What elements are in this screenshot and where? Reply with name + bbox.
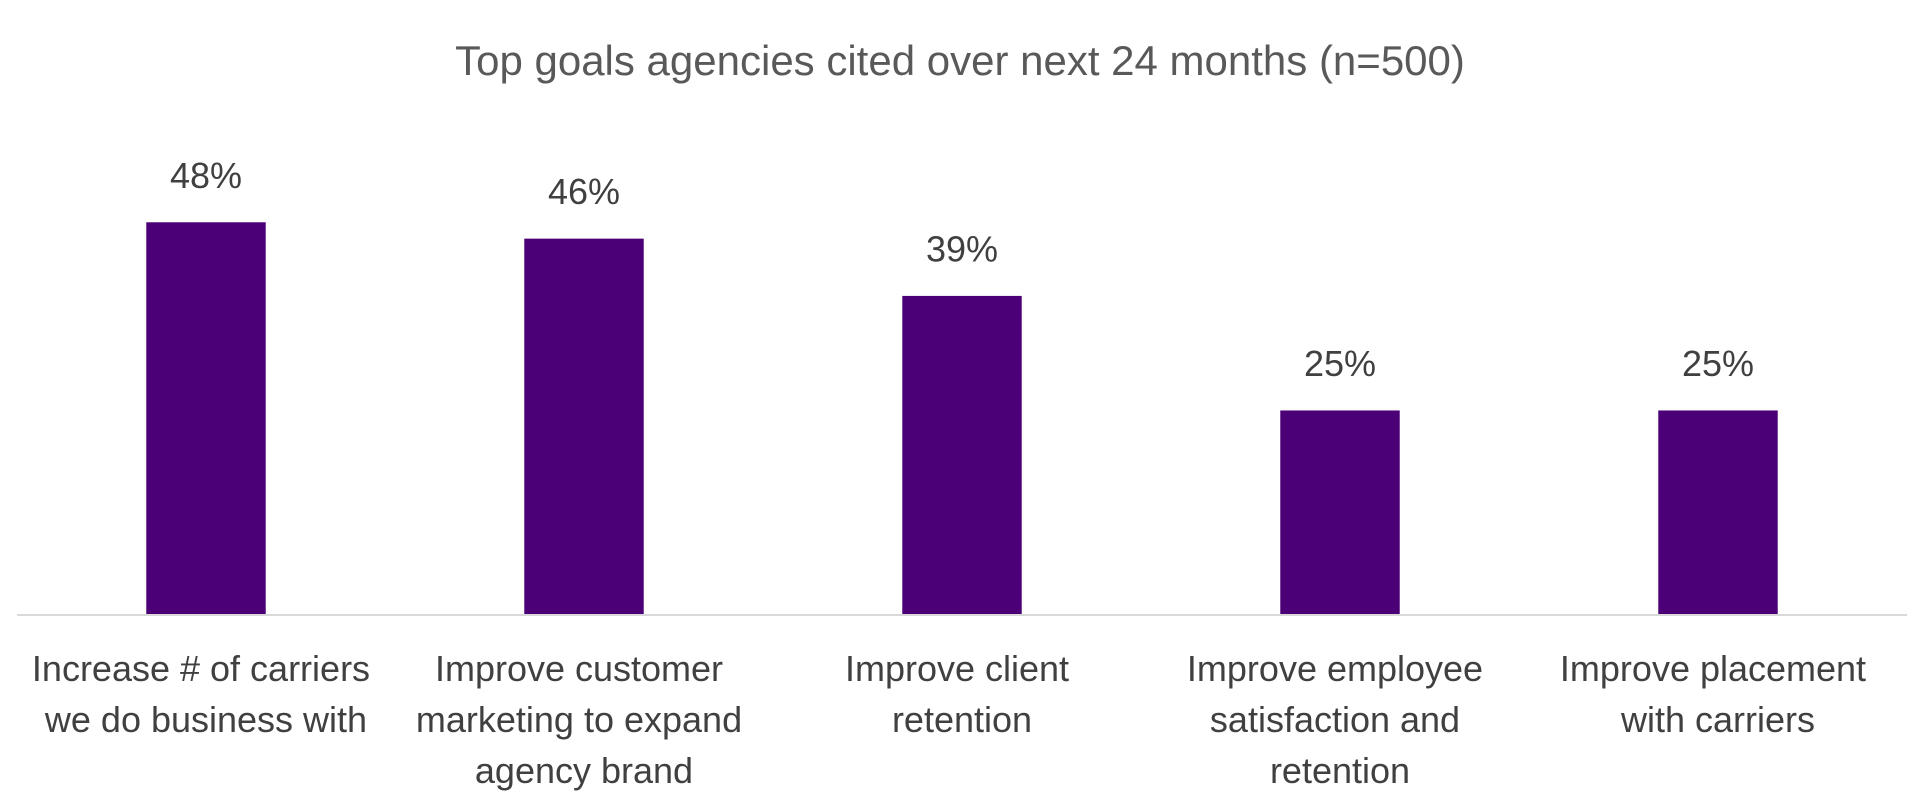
x-tick-label: Improve placement with carriers [1560,648,1876,740]
bar [1658,410,1778,615]
value-label: 46% [548,171,620,212]
value-label: 39% [926,228,998,269]
x-tick-label: Increase # of carriers we do business wi… [32,648,380,740]
x-tick-label: Improve employee satisfaction and retent… [1187,648,1493,791]
value-label: 25% [1682,343,1754,384]
x-tick-label: Improve client retention [845,648,1079,740]
bar [146,222,266,616]
value-label: 48% [170,155,242,196]
value-label: 25% [1304,343,1376,384]
chart-title: Top goals agencies cited over next 24 mo… [455,37,1465,84]
bar [1280,410,1400,615]
bar [902,295,1022,615]
bar [524,238,644,616]
x-tick-label: Improve customer marketing to expand age… [416,648,752,791]
